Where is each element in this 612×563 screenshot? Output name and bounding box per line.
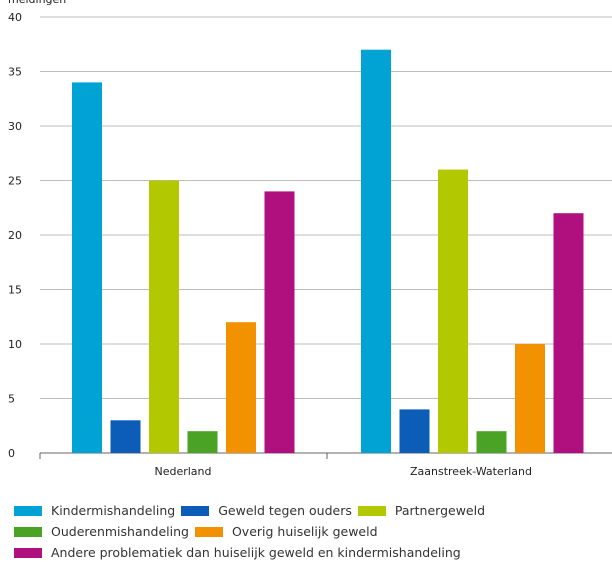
y-tick-label: 0 [8, 447, 15, 460]
y-tick-label: 35 [8, 66, 22, 79]
bar [149, 180, 179, 453]
bar [399, 409, 430, 453]
legend-swatch [194, 526, 223, 537]
bar [515, 344, 545, 453]
legend-swatch [181, 505, 210, 516]
y-tick-label: 25 [8, 175, 22, 188]
legend-label: Kindermishandeling [51, 503, 176, 518]
bar [72, 82, 102, 454]
legend-label: Overig huiselijk geweld [231, 524, 378, 539]
legend-label: Andere problematiek dan huiselijk geweld… [51, 545, 461, 560]
legend-label: Partnergeweld [394, 503, 486, 518]
legend-row: Kindermishandeling Geweld tegen ouders Par… [14, 500, 604, 521]
legend-swatch [14, 547, 42, 558]
legend-item: Overig huiselijk geweld [194, 524, 378, 539]
gridlines [40, 16, 612, 454]
bar [187, 431, 218, 453]
y-tick-label: 20 [8, 229, 22, 242]
bar [110, 420, 141, 453]
y-tick-label: 30 [8, 120, 22, 133]
legend: Kindermishandeling Geweld tegen ouders Par… [14, 500, 604, 563]
y-tick-label: 15 [8, 284, 22, 297]
legend-swatch [357, 505, 386, 516]
bar [476, 431, 507, 453]
legend-item: Kindermishandeling [14, 503, 175, 518]
legend-item: Andere problematiek dan huiselijk geweld… [14, 545, 461, 560]
y-axis-ticks: 0 5 10 15 20 25 30 35 40 [8, 11, 22, 460]
x-axis: Nederland Zaanstreek-Waterland [39, 453, 532, 478]
bar [264, 191, 295, 453]
y-axis-label: meldingen [8, 0, 66, 6]
legend-label: Geweld tegen ouders [218, 503, 352, 518]
bar [553, 213, 584, 453]
legend-row: Ouderenmishandeling Overig huiselijk gewe… [14, 521, 604, 542]
legend-swatch [14, 505, 42, 516]
bar [438, 169, 468, 453]
legend-label: Ouderenmishandeling [51, 524, 189, 539]
legend-swatch [14, 526, 42, 537]
legend-item: Ouderenmishandeling [14, 524, 189, 539]
legend-row: Andere problematiek dan huiselijk geweld… [14, 542, 604, 563]
bar-chart: meldingen 0 5 10 15 20 25 30 35 40 Nederland Zaan… [8, 0, 612, 478]
x-tick-label: Zaanstreek-Waterland [410, 465, 532, 478]
x-tick-label: Nederland [154, 465, 211, 478]
bar [226, 322, 256, 453]
y-tick-label: 40 [8, 11, 22, 24]
y-tick-label: 5 [8, 393, 15, 406]
legend-item: Geweld tegen ouders [181, 503, 352, 518]
legend-item: Partnergeweld [357, 503, 486, 518]
bars [72, 49, 584, 454]
y-tick-label: 10 [8, 338, 22, 351]
bar [361, 49, 391, 453]
